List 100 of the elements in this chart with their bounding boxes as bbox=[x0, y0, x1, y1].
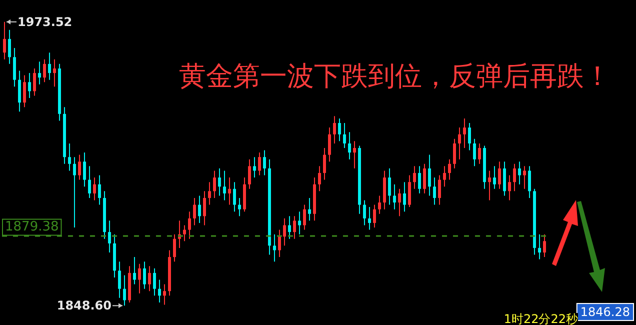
candlestick bbox=[48, 52, 51, 80]
candlestick bbox=[143, 261, 146, 290]
candlestick bbox=[423, 163, 426, 194]
candlestick bbox=[283, 218, 286, 246]
candlestick bbox=[393, 184, 396, 210]
candlestick bbox=[73, 156, 76, 228]
candlestick bbox=[248, 158, 251, 190]
candlestick bbox=[288, 216, 291, 240]
candlestick bbox=[153, 268, 156, 296]
candlestick bbox=[258, 152, 261, 176]
candlestick bbox=[433, 177, 436, 206]
candlestick bbox=[138, 263, 141, 294]
ref-line-label: 1879.38 bbox=[5, 220, 59, 235]
candlestick bbox=[543, 234, 546, 258]
candlestick bbox=[303, 204, 306, 230]
candlestick bbox=[208, 182, 211, 206]
candlestick bbox=[78, 154, 81, 180]
candlestick bbox=[123, 274, 126, 306]
candlestick bbox=[493, 166, 496, 190]
candlestick bbox=[108, 220, 111, 253]
candlestick bbox=[438, 174, 441, 206]
candlestick bbox=[308, 197, 311, 222]
candlestick bbox=[53, 58, 56, 88]
candlestick bbox=[278, 229, 281, 258]
candlestick bbox=[148, 266, 151, 292]
text: 1846.28 bbox=[580, 305, 630, 319]
candlestick bbox=[163, 284, 166, 306]
candlestick bbox=[443, 166, 446, 188]
candlestick bbox=[118, 261, 121, 298]
candlestick bbox=[173, 234, 176, 262]
candlestick bbox=[363, 200, 366, 226]
candlestick bbox=[418, 166, 421, 194]
text: 黄金第一波下跌到位，反弹后再跌！ bbox=[179, 61, 611, 92]
candlestick bbox=[328, 127, 331, 162]
candlestick bbox=[528, 166, 531, 198]
candlestick bbox=[133, 256, 136, 285]
candlestick bbox=[193, 197, 196, 226]
candlestick bbox=[503, 161, 506, 196]
candlestick bbox=[458, 127, 461, 160]
candlestick bbox=[233, 182, 236, 212]
candlestick bbox=[508, 174, 511, 201]
candlestick bbox=[378, 195, 381, 214]
candlestick bbox=[18, 70, 21, 112]
candlestick bbox=[68, 142, 71, 172]
candlestick bbox=[488, 170, 491, 201]
candlestick bbox=[448, 158, 451, 180]
candlestick bbox=[338, 118, 341, 142]
candlestick bbox=[333, 116, 336, 144]
candlestick bbox=[388, 168, 391, 206]
candlestick bbox=[203, 190, 206, 226]
candlestick bbox=[298, 211, 301, 235]
candlestick bbox=[513, 163, 516, 192]
candlestick bbox=[413, 166, 416, 190]
candlestick bbox=[213, 170, 216, 198]
candlestick bbox=[518, 161, 521, 185]
text: 1时22分22秒 bbox=[504, 312, 578, 325]
candlestick bbox=[468, 122, 471, 151]
candlestick bbox=[398, 188, 401, 217]
candlestick bbox=[293, 216, 296, 240]
candlestick bbox=[8, 29, 11, 64]
candlestick bbox=[188, 211, 191, 240]
candlestick bbox=[453, 138, 456, 169]
candlestick bbox=[218, 168, 221, 196]
candlestick bbox=[368, 206, 371, 230]
candlestick bbox=[43, 58, 46, 83]
candlestick bbox=[158, 279, 161, 303]
candlestick bbox=[343, 122, 346, 148]
candlestick bbox=[28, 72, 31, 99]
candlestick bbox=[98, 174, 101, 206]
candlestick bbox=[23, 74, 26, 108]
annotation: 1973.52 bbox=[18, 14, 72, 29]
candlestick bbox=[88, 166, 91, 198]
candlestick bbox=[223, 170, 226, 201]
candlestick bbox=[463, 118, 466, 148]
candlestick bbox=[263, 150, 266, 176]
candlestick bbox=[373, 204, 376, 228]
candlestick bbox=[348, 132, 351, 160]
candlestick bbox=[323, 147, 326, 180]
candlestick bbox=[238, 197, 241, 217]
candlestick bbox=[498, 161, 501, 190]
candlestick bbox=[428, 154, 431, 196]
candlestick bbox=[38, 61, 41, 85]
candlestick bbox=[183, 224, 186, 242]
candlestick bbox=[318, 166, 321, 192]
candlestick bbox=[353, 140, 356, 169]
candlestick bbox=[473, 138, 476, 167]
candlestick bbox=[13, 48, 16, 88]
candlestick bbox=[538, 234, 541, 260]
candlestick bbox=[523, 166, 526, 190]
annotation: 1848.60 bbox=[56, 298, 112, 313]
candlestick bbox=[93, 177, 96, 201]
candlestick bbox=[478, 142, 481, 164]
candlestick bbox=[3, 21, 6, 60]
candlestick bbox=[408, 174, 411, 208]
candlestick bbox=[198, 195, 201, 224]
candlestick bbox=[253, 156, 256, 178]
candlestick bbox=[33, 68, 36, 96]
candlestick bbox=[403, 182, 406, 212]
candlestick bbox=[273, 234, 276, 262]
candlestick bbox=[228, 177, 231, 206]
